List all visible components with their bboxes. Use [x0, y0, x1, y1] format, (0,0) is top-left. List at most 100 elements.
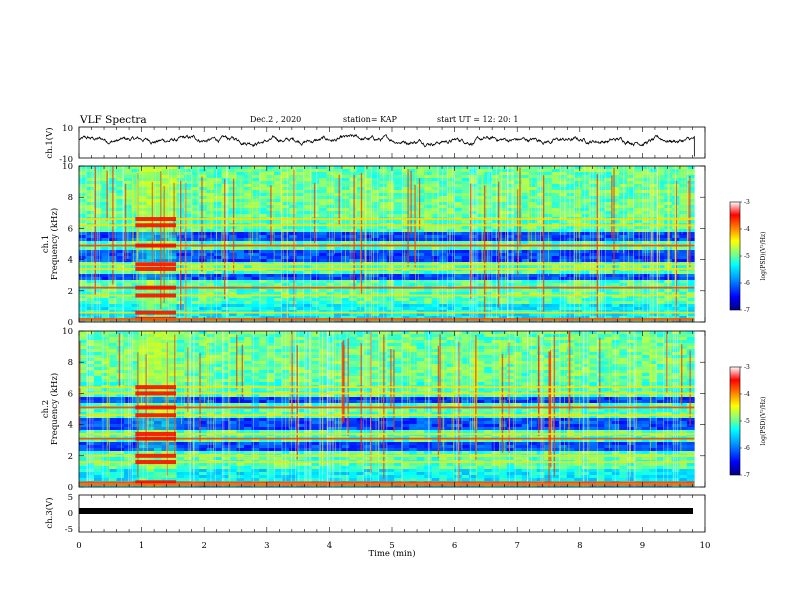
spectrogram-streak — [638, 184, 640, 315]
spectrogram-cell — [154, 337, 162, 341]
spectrogram-cell — [191, 256, 200, 260]
spectrogram-cell — [251, 295, 260, 299]
spectrogram-cell — [664, 169, 673, 173]
spectrogram-cell — [431, 280, 440, 284]
spectrogram-streak — [652, 166, 654, 322]
spectrogram-cell — [349, 187, 357, 191]
spectrogram-cell — [229, 283, 237, 287]
spectrogram-cell — [544, 307, 553, 311]
spectrogram-cell — [506, 187, 515, 191]
spectrogram-cell — [379, 247, 387, 251]
spectrogram-cell — [544, 283, 553, 287]
spectrogram-cell — [94, 253, 102, 257]
spectrogram-cell — [326, 202, 335, 206]
spectrogram-cell — [161, 283, 170, 287]
spectrogram-cell — [664, 187, 673, 191]
spectrogram-cell — [176, 310, 185, 314]
spectrogram-cell — [499, 199, 508, 203]
spectrogram-cell — [386, 295, 395, 299]
spectrogram-cell — [626, 310, 635, 314]
spectrogram-cell — [589, 199, 598, 203]
spectrogram-cell — [649, 331, 658, 335]
spectrogram-cell — [454, 235, 463, 239]
spectrogram-cell — [236, 304, 245, 308]
spectrogram-cell — [334, 241, 342, 245]
spectrogram-cell — [506, 274, 515, 278]
spectrogram-cell — [266, 175, 275, 179]
spectrogram-cell — [244, 280, 252, 284]
spectrogram-cell — [506, 211, 515, 215]
spectrogram-cell — [206, 337, 215, 341]
spectrogram-cell — [326, 280, 335, 284]
spectrogram-cell — [551, 202, 560, 206]
spectrogram-cell — [251, 211, 260, 215]
spectrogram-cell — [154, 178, 162, 182]
spectrogram-cell — [484, 202, 493, 206]
spectrogram-cell — [326, 199, 335, 203]
spectrogram-cell — [589, 271, 598, 275]
spectrogram-cell — [139, 187, 147, 191]
spectrogram-cell — [214, 247, 222, 251]
spectrogram-cell — [371, 313, 380, 317]
spectrogram-cell — [326, 214, 335, 218]
spectrogram-cell — [394, 271, 402, 275]
spectrogram-cell — [619, 289, 628, 293]
spectrogram-cell — [199, 283, 207, 287]
spectrogram-cell — [244, 313, 252, 317]
spectrogram-cell — [86, 292, 95, 296]
spectrogram-cell — [131, 229, 140, 233]
spectrogram-cell — [139, 277, 147, 281]
spectrogram-cell — [146, 226, 155, 230]
spectrogram-cell — [664, 331, 673, 335]
spectrogram-streak — [169, 187, 171, 270]
spectrogram-cell — [424, 208, 432, 212]
spectrogram-cell — [386, 253, 395, 257]
spectrogram-streak — [313, 183, 316, 244]
spectrogram-cell — [101, 175, 110, 179]
spectrogram-cell — [566, 178, 575, 182]
spectrogram-cell — [251, 181, 260, 185]
spectrogram-cell — [596, 184, 605, 188]
spectrogram-cell — [424, 202, 432, 206]
spectrogram-cell — [574, 250, 583, 254]
spectrogram-cell — [604, 271, 613, 275]
spectrogram-cell — [401, 241, 410, 245]
spectrogram-cell — [199, 172, 207, 176]
spectrogram-cell — [454, 271, 463, 275]
spectrogram-cell — [634, 259, 643, 263]
spectrogram-streak — [454, 166, 455, 322]
spectrogram-cell — [191, 289, 200, 293]
spectrogram-cell — [326, 250, 335, 254]
spectrogram-streak — [165, 188, 167, 254]
spectrogram-cell — [266, 280, 275, 284]
spectrogram-cell — [206, 205, 215, 209]
spectrogram-cell — [596, 208, 605, 212]
spectrogram-cell — [506, 271, 515, 275]
spectrogram-cell — [536, 220, 545, 224]
spectrogram-cell — [499, 226, 508, 230]
spectrogram-streak — [132, 174, 133, 249]
spectrogram-cell — [349, 202, 357, 206]
spectrogram-cell — [116, 220, 125, 224]
spectrogram-cell — [169, 250, 177, 254]
spectrogram-cell — [611, 184, 620, 188]
ch1-spectrogram-ylabel: Frequency (kHz) — [49, 208, 60, 280]
spectrogram-cell — [86, 259, 95, 263]
spectrogram-cell — [289, 196, 297, 200]
spectrogram-cell — [184, 337, 192, 341]
spectrogram-cell — [274, 166, 282, 170]
spectrogram-cell — [274, 289, 282, 293]
spectrogram-cell — [559, 241, 568, 245]
spectrogram-cell — [379, 331, 387, 335]
spectrogram-cell — [386, 190, 395, 194]
spectrogram-cell — [229, 277, 237, 281]
spectrogram-cell — [274, 316, 282, 320]
spectrogram-cell — [529, 235, 538, 239]
spectrogram-cell — [86, 235, 95, 239]
spectrogram-cell — [529, 337, 538, 341]
spectrogram-cell — [214, 205, 222, 209]
spectrogram-cell — [214, 238, 222, 242]
spectrogram-cell — [319, 289, 327, 293]
spectrogram-cell — [626, 202, 635, 206]
